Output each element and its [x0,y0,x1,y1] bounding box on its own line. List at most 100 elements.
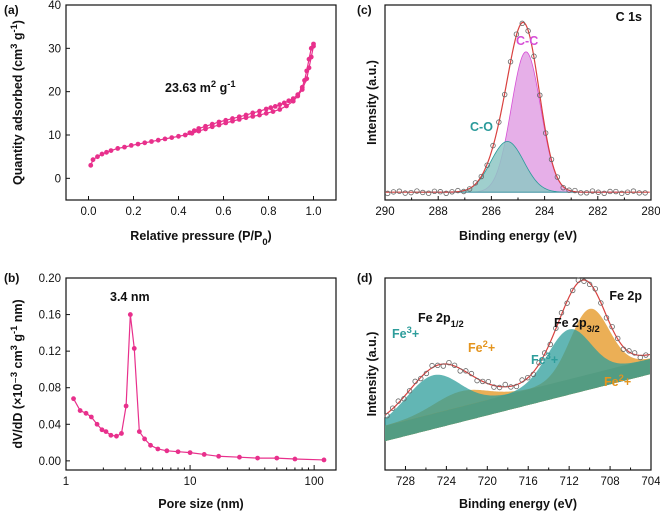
data-point [255,455,260,461]
data-point [142,140,148,146]
raw-data-point [508,384,514,390]
x-tick-label: 724 [437,476,457,488]
raw-data-point [631,350,638,356]
raw-data-point [414,188,420,194]
x-tick-label: 0.0 [81,206,97,218]
raw-data-point [595,189,602,195]
raw-data-point [554,174,561,180]
component-label: Fe2+ [604,373,631,389]
data-point [250,113,256,119]
data-point [127,312,133,317]
raw-data-point [396,188,403,194]
data-point [175,449,181,455]
x-tick-label: 0.8 [261,206,277,218]
data-point [257,112,262,118]
data-point [263,110,269,116]
x-axis-label: Binding energy (eV) [459,497,577,511]
y-tick-label: 20 [48,87,61,99]
raw-data-point [583,190,590,196]
data-point [123,403,129,409]
data-point [83,410,89,416]
data-point [142,436,147,442]
raw-data-point [519,377,525,383]
panel-b: 1 10 100 0.00 0.04 0.08 0.12 0.16 0.20 3.4 nm (b) P… [4,271,337,511]
y-tick-label: 0.12 [39,346,61,358]
data-point [236,114,242,120]
raw-data-point [626,348,632,354]
data-point [71,396,76,402]
raw-data-point [615,335,621,342]
plot-frame [65,4,337,201]
raw-data-point [560,184,566,191]
raw-data-point [619,190,625,197]
raw-data-point [443,190,449,197]
raw-data-point [542,130,549,136]
raw-data-point [513,383,520,390]
data-point [115,146,121,151]
data-point [191,128,197,134]
y-axis-label: Intensity (a.u.) [365,60,379,145]
annotation: 23.63 m2 g-1 [165,79,236,95]
data-point [321,457,327,463]
data-point [99,151,105,157]
component-label: Fe3+ [392,325,419,341]
raw-data-point [566,187,572,193]
x-tick-label: 100 [305,476,324,488]
panel-label: (c) [357,3,372,17]
data-point [135,141,141,147]
raw-data-point [525,375,531,381]
raw-data-point [519,20,525,27]
raw-data-point [478,173,484,180]
raw-data-point [548,156,555,163]
data-point [99,427,105,433]
raw-data-point [434,362,441,369]
raw-data-point [607,188,613,195]
peak-label-2p12: Fe 2p1/2 [418,311,464,329]
raw-data-point [502,91,508,98]
y-tick-label: 0.20 [39,273,61,285]
plot-frame [65,277,337,471]
data-point [103,429,109,434]
raw-data-point [457,368,463,374]
raw-data-point [609,323,615,330]
y-axis-label: Quantity adsorbed (cm3 g-1) [9,20,25,185]
data-point [243,112,249,118]
data-point [128,143,134,148]
raw-data-point [412,378,418,385]
data-point [306,56,312,62]
x-tick-label: 704 [641,476,660,488]
raw-data-point [547,341,553,348]
x-axis-label: Binding energy (eV) [459,229,577,243]
data-point [272,104,278,109]
data-point [162,136,168,142]
data-point [77,408,83,413]
raw-data-point [531,53,537,59]
y-axis-label: dV/dD (×10⁻3 cm3 g-1 nm) [9,299,25,448]
raw-data-point [636,190,642,196]
x-tick-label: 280 [641,206,660,218]
raw-data-point [502,381,508,388]
raw-data-point [530,371,537,377]
raw-data-point [420,189,426,196]
x-tick-label: 708 [600,476,619,488]
data-point [203,123,208,129]
data-point [295,92,301,98]
data-point [88,162,94,168]
raw-data-point [408,189,414,196]
raw-data-point [586,281,593,288]
raw-data-point [437,189,444,195]
y-tick-label: 0.04 [39,419,62,431]
data-point [311,41,316,47]
raw-data-point [468,370,475,377]
data-point [268,105,274,111]
raw-data-point [578,190,584,196]
raw-data-point [461,188,467,195]
panel-label: (a) [4,3,19,17]
corner-label: C 1s [616,10,642,24]
data-point [230,116,235,121]
raw-data-point [429,362,435,369]
raw-data-point [572,187,578,194]
data-point [302,78,307,83]
data-point [196,126,202,131]
